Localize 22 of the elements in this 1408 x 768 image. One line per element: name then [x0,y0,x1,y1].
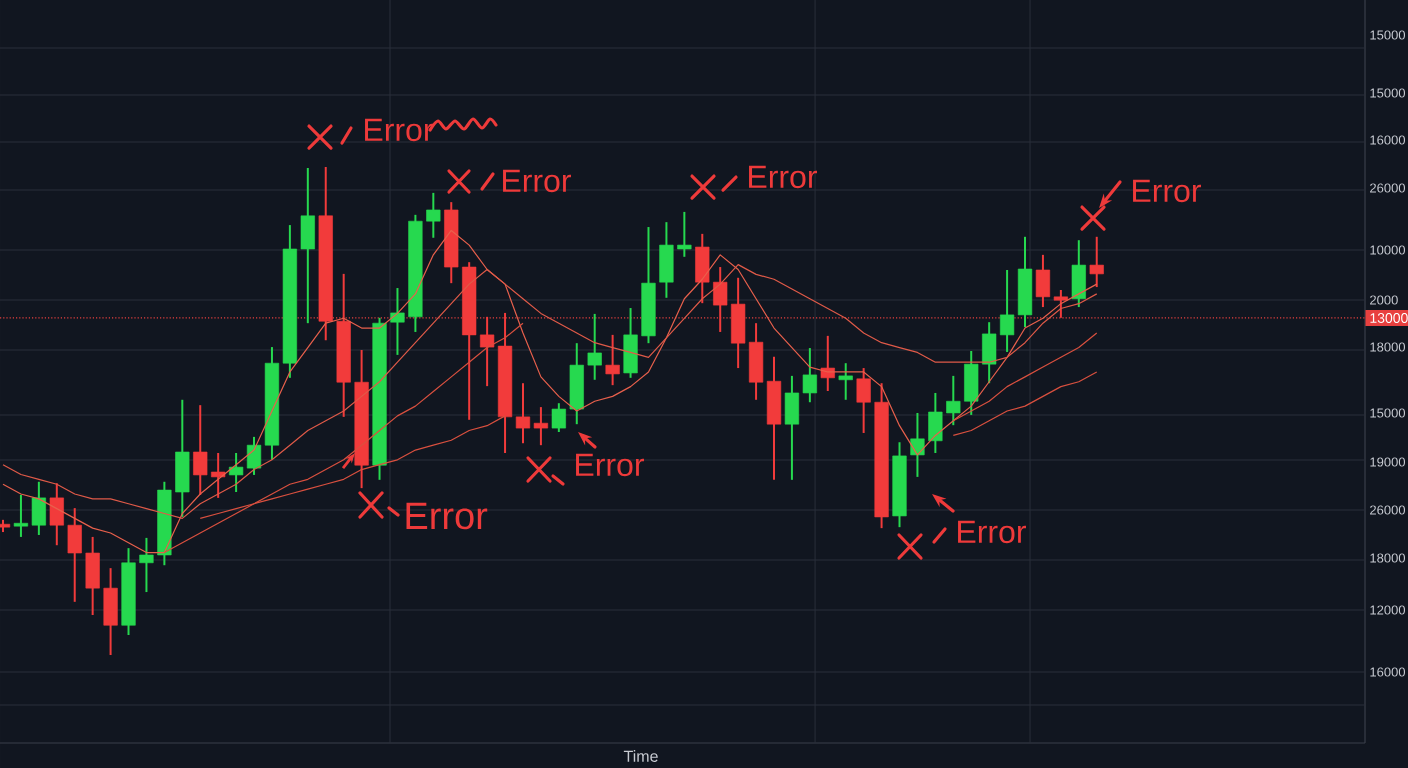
text: 12000 [1370,605,1406,615]
text: 18000 [1370,342,1406,352]
text: 19000 [1370,457,1406,467]
annotation: Error [958,520,1026,544]
text: 15000 [1370,30,1406,40]
annotation: Error [406,502,488,530]
text: Error [1133,179,1201,203]
text: 2000 [1370,295,1398,305]
text: 26000 [1370,505,1406,515]
text: 16000 [1370,667,1406,677]
text: 10000 [1370,245,1406,255]
text: 13000 [1370,313,1408,323]
annotation: Error [503,169,571,193]
text: 16000 [1370,135,1406,145]
text: Error [365,118,433,142]
text: 18000 [1370,553,1406,563]
text: 15000 [1370,408,1406,418]
annotation: Error [576,453,644,477]
text: Time [623,750,658,762]
annotation: Error [749,165,817,189]
text: 26000 [1370,183,1406,193]
text: 15000 [1370,88,1406,98]
